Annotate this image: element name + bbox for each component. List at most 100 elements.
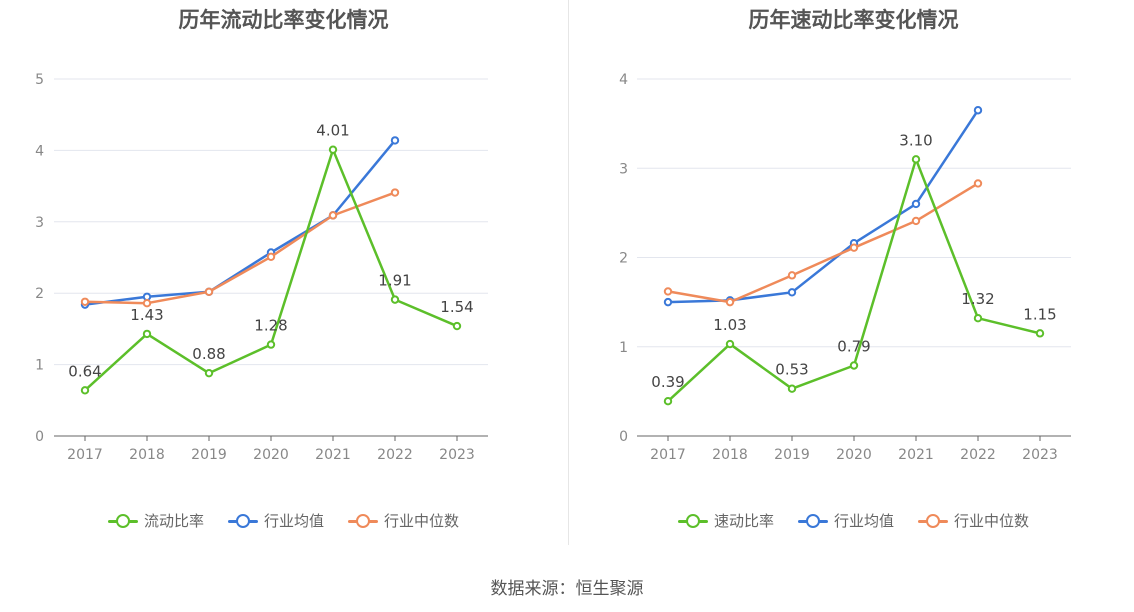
y-tick-label: 4	[35, 143, 44, 159]
data-point	[787, 288, 797, 297]
y-tick-label: 1	[35, 358, 44, 374]
data-point	[911, 199, 921, 209]
data-label: 0.88	[192, 345, 225, 363]
legend-swatch-icon	[918, 513, 948, 528]
x-tick-label: 2020	[253, 447, 289, 463]
legend-swatch-icon	[227, 513, 258, 528]
quick-ratio-plot: 0 1 2 3 4 2017 2018 2019 2020 2021 2022 2023 0.39 1.0…	[619, 72, 1071, 463]
data-point	[973, 179, 983, 188]
series-line	[84, 191, 396, 305]
data-point	[390, 136, 400, 145]
series-line	[84, 148, 458, 392]
legend-label: 行业均值	[833, 512, 894, 530]
data-label: 1.32	[961, 290, 994, 308]
chart-legend: 速动比率 行业均值 行业中位数	[570, 510, 1134, 531]
legend-label: 流动比率	[143, 512, 204, 530]
x-tick-label: 2023	[439, 447, 475, 463]
series-line	[84, 139, 396, 306]
legend-swatch-icon	[677, 513, 708, 528]
data-point	[973, 313, 983, 323]
data-label: 1.28	[254, 317, 287, 335]
legend-label: 行业均值	[263, 512, 324, 530]
data-label: 1.03	[713, 316, 746, 334]
chart-legend: 流动比率 行业均值 行业中位数	[0, 510, 567, 531]
panel-divider	[568, 0, 569, 545]
x-tick-label: 2021	[898, 447, 934, 463]
data-label: 1.91	[378, 272, 411, 290]
data-label: 0.79	[837, 337, 870, 355]
data-point	[849, 243, 859, 252]
data-point	[849, 361, 859, 370]
data-point	[390, 295, 400, 304]
x-tick-label: 2023	[1022, 447, 1058, 463]
legend-item[interactable]: 行业均值	[797, 510, 894, 531]
data-point	[204, 287, 214, 296]
x-tick-label: 2017	[67, 447, 103, 463]
y-tick-label: 3	[35, 215, 44, 231]
data-point	[80, 297, 90, 306]
chart-title: 历年速动比率变化情况	[748, 8, 959, 32]
x-tick-label: 2017	[650, 447, 686, 463]
data-point	[266, 340, 276, 349]
y-tick-label: 1	[619, 340, 628, 356]
legend-item[interactable]: 行业均值	[227, 510, 324, 531]
data-point	[973, 106, 983, 115]
x-tick-label: 2020	[836, 447, 872, 463]
data-point	[142, 298, 152, 308]
data-point	[911, 155, 921, 164]
data-point	[328, 145, 338, 154]
data-point	[663, 396, 673, 406]
legend-label: 行业中位数	[384, 512, 460, 530]
current-ratio-plot: 0 1 2 3 4 5 2017 2018 2019 2020 2021 2022 2023 0.64 1.…	[35, 72, 488, 463]
data-label: 3.10	[899, 131, 932, 149]
y-tick-label: 2	[619, 251, 628, 267]
x-tick-label: 2021	[315, 447, 351, 463]
legend-item[interactable]: 流动比率	[107, 510, 204, 531]
y-tick-label: 3	[619, 161, 628, 177]
data-label: 0.64	[68, 362, 101, 380]
current-ratio-chart-panel: 历年流动比率变化情况 0 1 2 3 4 5 2017 2018 2019 2020 2021 202…	[0, 0, 567, 560]
data-point	[787, 271, 797, 280]
data-point	[663, 297, 673, 307]
quick-ratio-chart-panel: 历年速动比率变化情况 0 1 2 3 4 2017 2018 2019 2020 2021 2022…	[570, 0, 1134, 560]
y-tick-label: 4	[619, 72, 628, 88]
legend-swatch-icon	[797, 513, 828, 528]
x-tick-label: 2022	[960, 447, 996, 463]
data-point	[266, 252, 276, 261]
data-label: 0.53	[775, 361, 808, 379]
y-tick-label: 5	[35, 72, 44, 88]
legend-label: 行业中位数	[954, 512, 1030, 530]
data-label: 1.54	[440, 298, 473, 316]
data-source-note: 数据来源：恒生聚源	[490, 579, 644, 599]
x-tick-label: 2018	[712, 447, 748, 463]
legend-item[interactable]: 速动比率	[677, 510, 774, 531]
data-point	[663, 287, 673, 296]
data-label: 4.01	[316, 122, 349, 140]
y-tick-label: 0	[35, 429, 44, 445]
legend-item[interactable]: 行业中位数	[918, 510, 1029, 531]
chart-title: 历年流动比率变化情况	[178, 8, 389, 32]
data-point	[911, 216, 921, 226]
data-point	[452, 321, 462, 331]
data-point	[142, 329, 152, 339]
x-tick-label: 2018	[129, 447, 165, 463]
data-point	[204, 368, 214, 378]
legend-label: 速动比率	[713, 512, 774, 530]
data-point	[787, 384, 797, 393]
data-point	[80, 386, 90, 395]
legend-swatch-icon	[107, 513, 138, 528]
y-tick-label: 0	[619, 429, 628, 445]
data-label: 1.15	[1023, 305, 1056, 323]
legend-swatch-icon	[348, 513, 378, 528]
data-label: 1.43	[130, 306, 163, 324]
data-label: 0.39	[651, 373, 684, 391]
legend-item[interactable]: 行业中位数	[348, 510, 459, 531]
data-point	[725, 297, 735, 307]
data-point	[390, 188, 400, 197]
series-line	[667, 182, 979, 304]
data-point	[725, 339, 735, 349]
x-tick-label: 2019	[774, 447, 810, 463]
x-tick-label: 2022	[377, 447, 413, 463]
x-tick-label: 2019	[191, 447, 227, 463]
y-tick-label: 2	[35, 286, 44, 302]
